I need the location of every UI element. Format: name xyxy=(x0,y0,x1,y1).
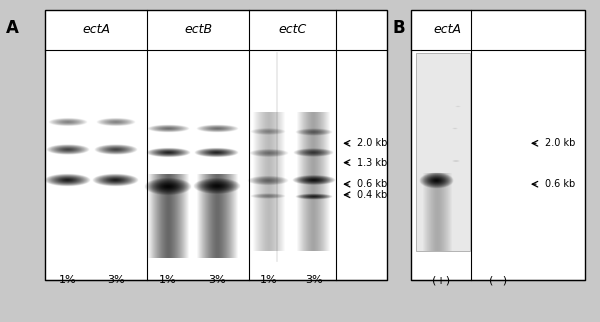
Bar xyxy=(45,10,387,280)
Text: 0.6 kb: 0.6 kb xyxy=(545,179,575,189)
Text: (−): (−) xyxy=(489,275,507,285)
Text: 2.0 kb: 2.0 kb xyxy=(357,138,388,148)
Text: 0.4 kb: 0.4 kb xyxy=(357,190,387,200)
Text: 1%: 1% xyxy=(58,275,76,285)
Text: ectA: ectA xyxy=(433,23,461,36)
Text: ectA: ectA xyxy=(82,23,110,36)
Text: A: A xyxy=(6,19,19,37)
Text: 1%: 1% xyxy=(159,275,177,285)
Text: 0.6 kb: 0.6 kb xyxy=(357,179,387,189)
Bar xyxy=(411,10,585,280)
Text: 3%: 3% xyxy=(208,275,226,285)
Text: B: B xyxy=(393,19,406,37)
Text: 1.3 kb: 1.3 kb xyxy=(357,157,387,168)
Text: (+): (+) xyxy=(432,275,450,285)
Text: 2.0 kb: 2.0 kb xyxy=(545,138,575,148)
Text: ectC: ectC xyxy=(278,23,307,36)
Bar xyxy=(416,53,470,251)
Text: 1%: 1% xyxy=(259,275,277,285)
Text: 3%: 3% xyxy=(107,275,125,285)
Text: 3%: 3% xyxy=(305,275,323,285)
Text: ectB: ectB xyxy=(184,23,212,36)
